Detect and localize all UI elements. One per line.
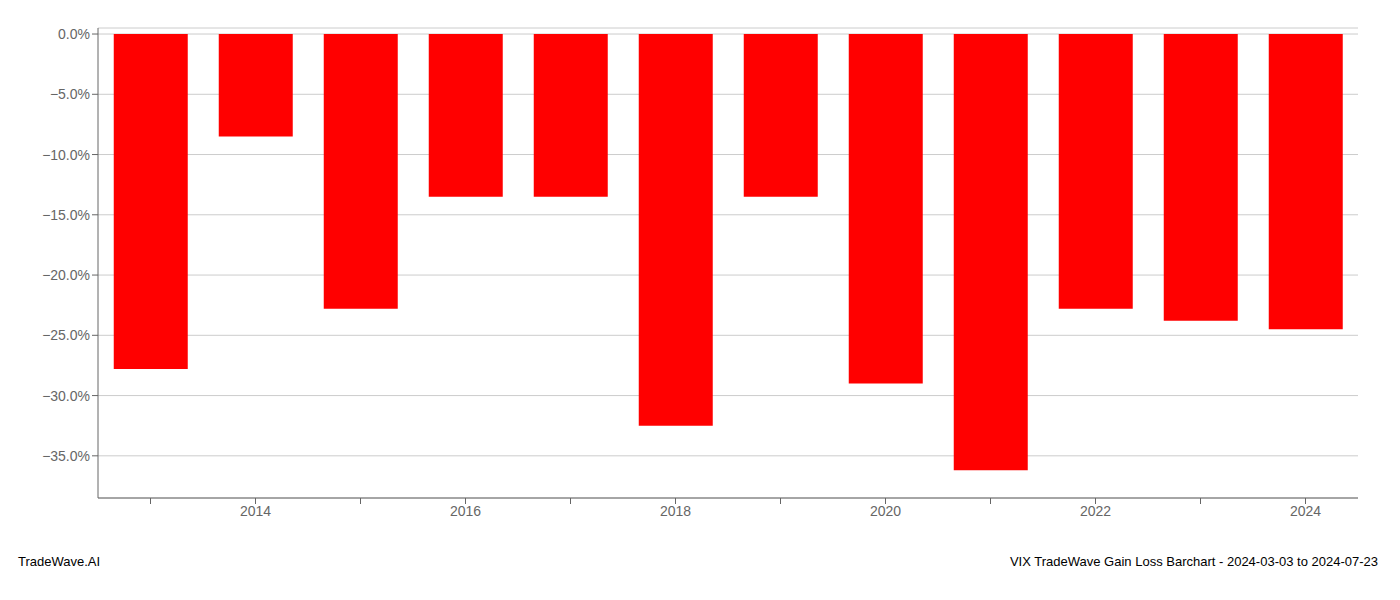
svg-text:−10.0%: −10.0% xyxy=(42,147,90,163)
svg-text:−20.0%: −20.0% xyxy=(42,267,90,283)
svg-text:2020: 2020 xyxy=(870,503,901,519)
svg-text:−30.0%: −30.0% xyxy=(42,388,90,404)
svg-text:2018: 2018 xyxy=(660,503,691,519)
svg-text:2022: 2022 xyxy=(1080,503,1111,519)
svg-text:2014: 2014 xyxy=(240,503,271,519)
svg-text:−5.0%: −5.0% xyxy=(50,86,90,102)
svg-text:−25.0%: −25.0% xyxy=(42,327,90,343)
html-text:VIX TradeWave Gain Loss Barcha: VIX TradeWave Gain Loss Barchart - 2024-… xyxy=(1009,554,1378,569)
svg-text:−15.0%: −15.0% xyxy=(42,207,90,223)
svg-text:0.0%: 0.0% xyxy=(58,26,90,42)
svg-text:2024: 2024 xyxy=(1290,503,1321,519)
svg-text:−35.0%: −35.0% xyxy=(42,448,90,464)
html-text:TradeWave.AI: TradeWave.AI xyxy=(18,554,101,569)
svg-text:2016: 2016 xyxy=(450,503,481,519)
